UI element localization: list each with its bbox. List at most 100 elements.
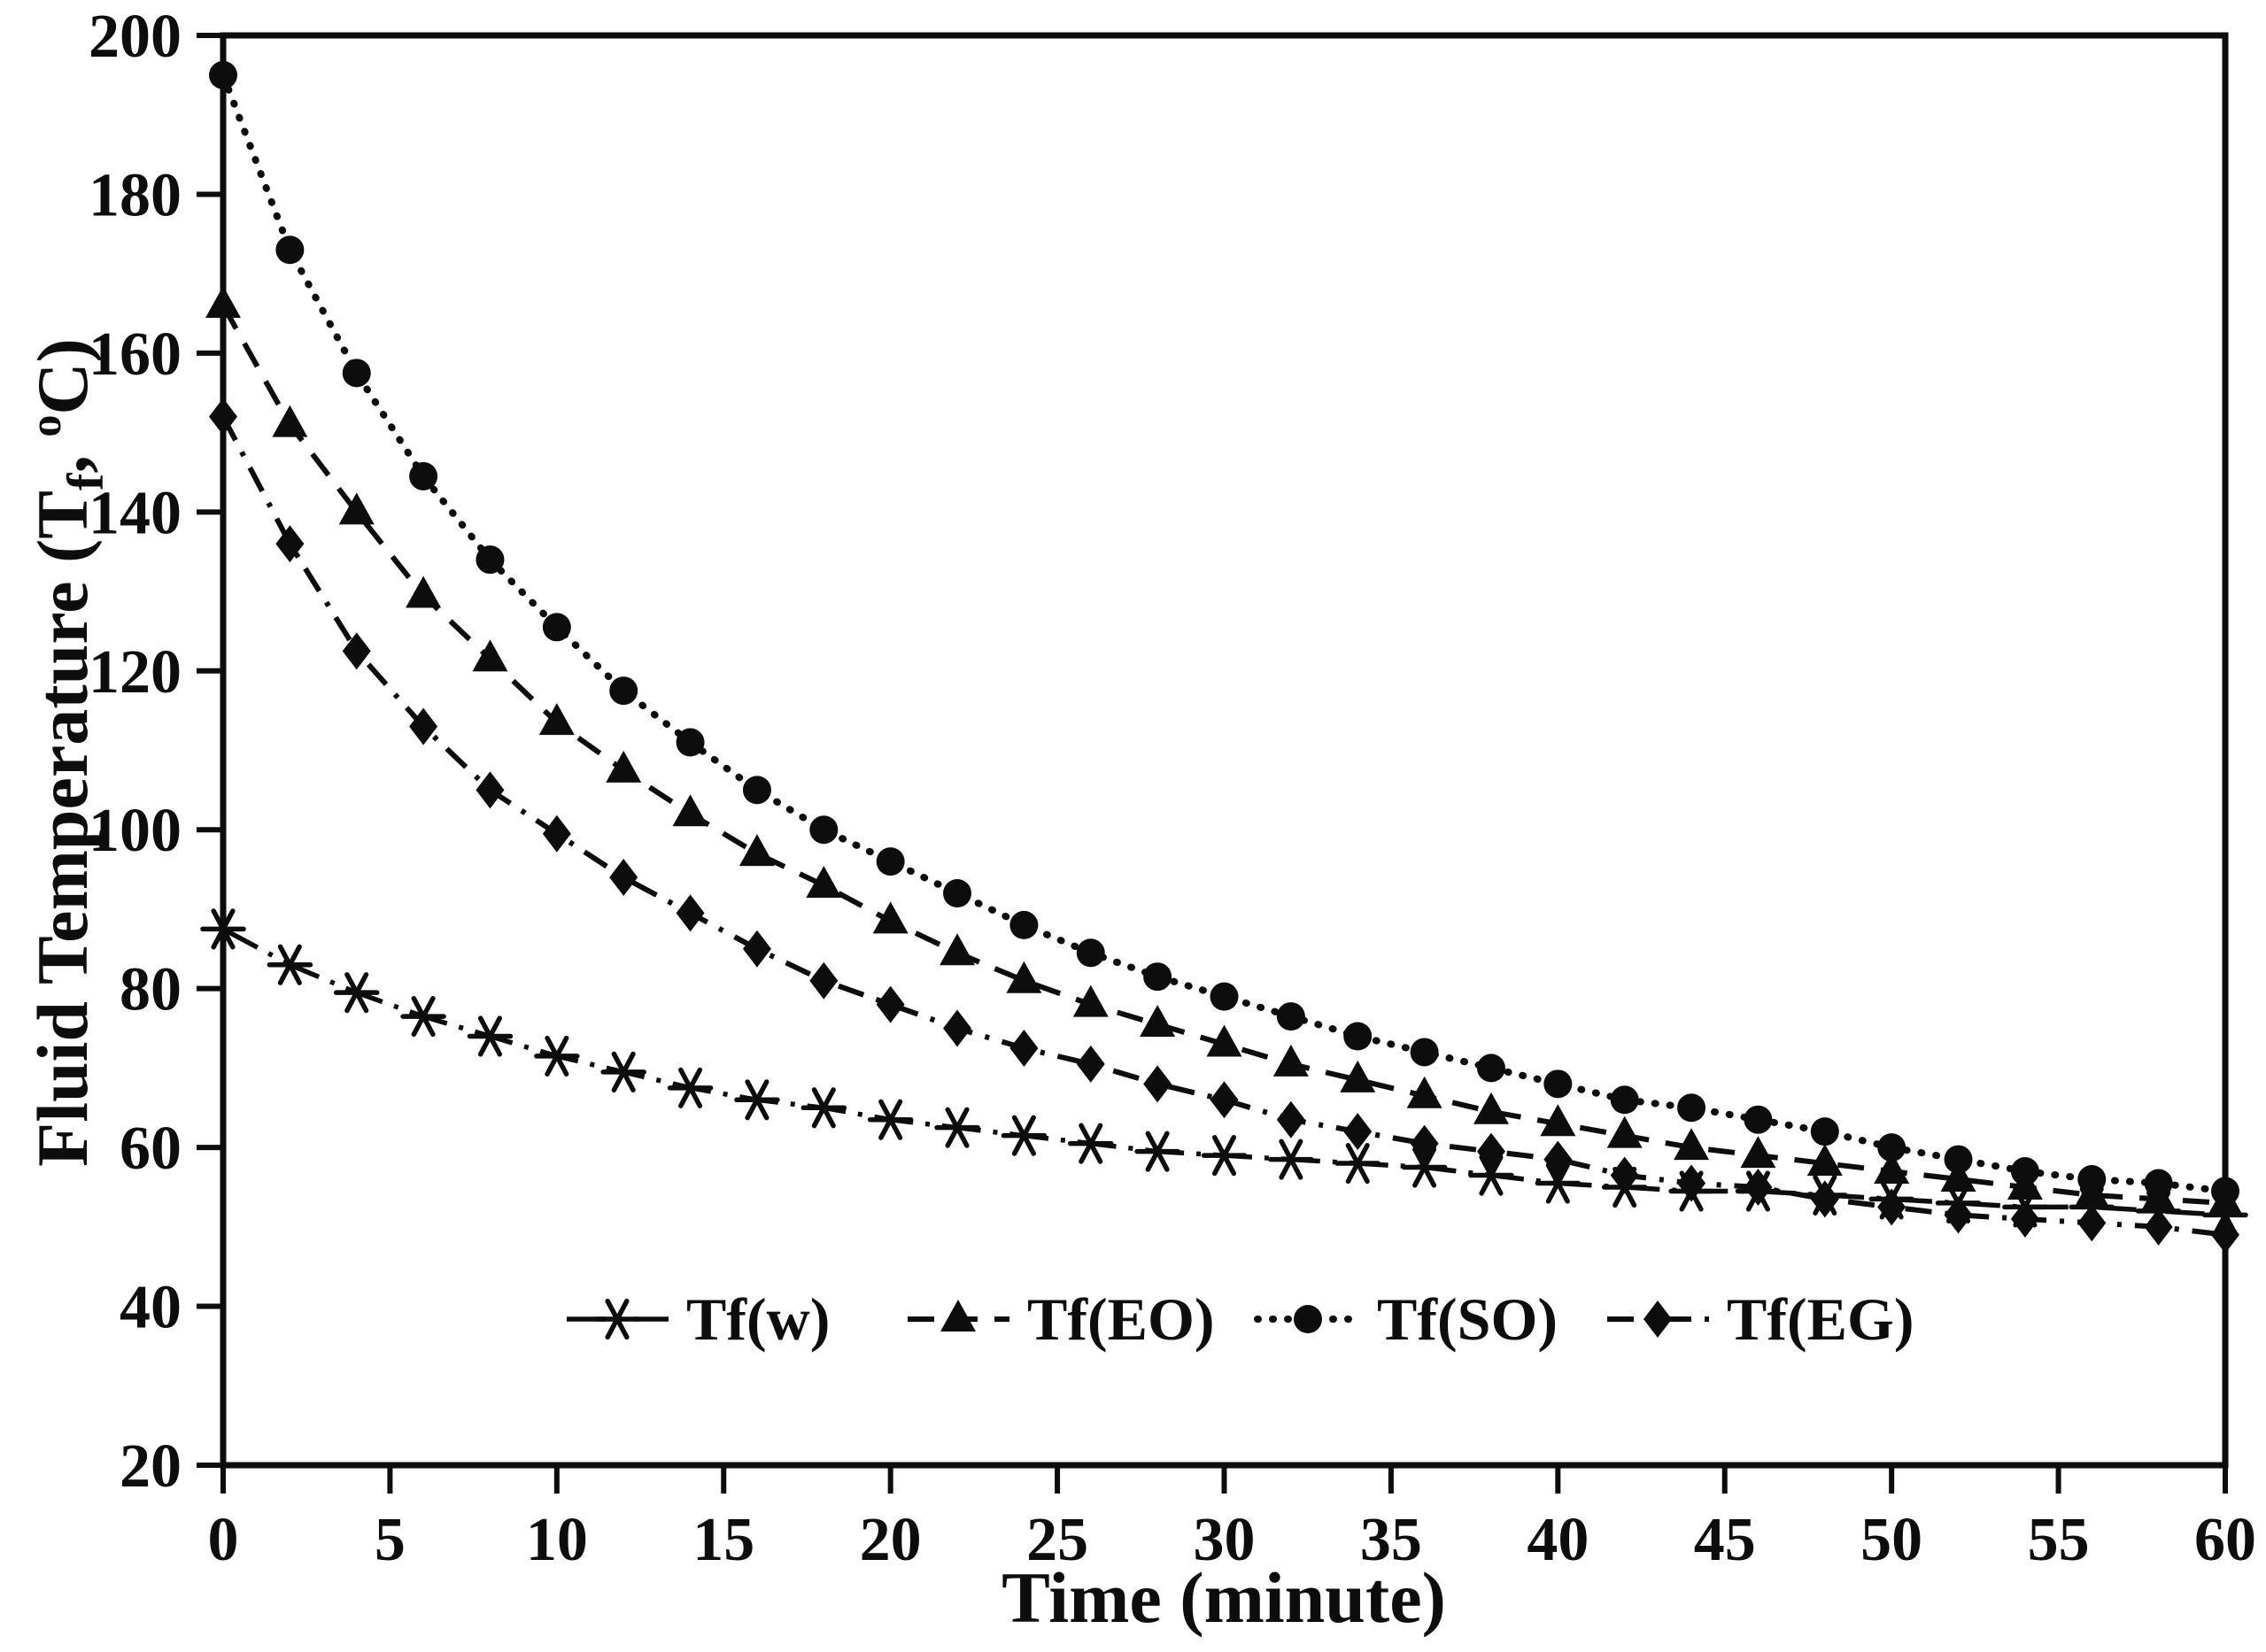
- triangle-marker: [406, 575, 442, 608]
- circle-marker: [1143, 962, 1172, 992]
- circle-marker: [1294, 1305, 1322, 1333]
- legend-label-Tf(EG): Tf(EG): [1727, 1285, 1914, 1353]
- plot-area: 20 40 60 80 100 120 140 160 180 200 0 5 10 15 20 25 30 35…: [89, 3, 2256, 1574]
- y-tick-label: 40: [120, 1274, 182, 1342]
- asterisk-marker: [400, 996, 446, 1038]
- y-tick-label: 140: [89, 479, 182, 547]
- diamond-marker: [1610, 1156, 1639, 1194]
- asterisk-marker: [1334, 1142, 1380, 1185]
- circle-marker: [542, 613, 571, 642]
- asterisk-marker: [734, 1079, 780, 1121]
- circle-marker: [676, 728, 705, 757]
- asterisk-spoke: [1145, 1131, 1170, 1172]
- circle-marker: [2010, 1157, 2039, 1186]
- asterisk-marker: [1535, 1162, 1582, 1204]
- asterisk-spoke: [1545, 1162, 1570, 1204]
- asterisk-marker: [600, 1051, 646, 1092]
- asterisk-marker: [594, 1298, 640, 1340]
- asterisk-spoke: [477, 1015, 503, 1057]
- asterisk-spoke: [1211, 1135, 1237, 1177]
- y-axis-title-part: o: [20, 415, 70, 437]
- x-axis-title: Time (minute): [1002, 1557, 1446, 1638]
- diamond-marker: [2077, 1204, 2107, 1242]
- asterisk-spoke: [878, 1099, 903, 1140]
- y-tick-label: 20: [120, 1432, 182, 1501]
- triangle-marker: [940, 1300, 976, 1332]
- asterisk-marker: [1001, 1115, 1048, 1156]
- circle-marker: [1610, 1085, 1639, 1115]
- circle-marker: [742, 776, 771, 805]
- x-tick-label: 45: [1694, 1506, 1756, 1574]
- diamond-marker: [1810, 1180, 1839, 1218]
- asterisk-marker: [267, 944, 313, 985]
- x-axis: 0 5 10 15 20 25 30 35 40 45 50 55 60: [208, 1465, 2256, 1574]
- diamond-marker: [1210, 1081, 1239, 1119]
- asterisk-spoke: [1479, 1154, 1504, 1196]
- triangle-marker: [739, 834, 775, 867]
- circle-marker: [809, 815, 839, 845]
- x-tick-label: 55: [2028, 1506, 2090, 1574]
- x-tick-label: 15: [692, 1506, 754, 1574]
- triangle-marker: [1540, 1104, 1576, 1137]
- triangle-marker: [272, 405, 308, 437]
- x-tick-label: 10: [526, 1506, 588, 1574]
- asterisk-marker: [1068, 1123, 1114, 1164]
- triangle-marker: [1406, 1076, 1442, 1108]
- asterisk-marker: [934, 1107, 980, 1148]
- circle-marker: [1410, 1038, 1439, 1067]
- diamond-marker: [2144, 1208, 2173, 1246]
- diamond-marker: [2010, 1200, 2039, 1238]
- circle-marker: [1543, 1069, 1573, 1099]
- diamond-marker: [275, 525, 305, 563]
- circle-marker: [609, 676, 638, 706]
- circle-marker: [209, 60, 237, 89]
- y-axis-title-part: C): [22, 338, 103, 415]
- circle-marker: [2077, 1165, 2107, 1193]
- legend-item-Tf(SO): Tf(SO): [1254, 1285, 1558, 1353]
- y-axis-title-part: Fluid Temperature (T: [22, 490, 103, 1167]
- asterisk-spoke: [211, 908, 236, 950]
- circle-marker: [476, 545, 505, 575]
- series-line-Tf(w): [221, 926, 2226, 1218]
- x-tick-label: 40: [1527, 1506, 1589, 1574]
- asterisk-spoke: [611, 1051, 636, 1092]
- asterisk-marker: [1201, 1135, 1248, 1177]
- diamond-marker: [1276, 1100, 1305, 1139]
- asterisk-spoke: [745, 1079, 770, 1121]
- diamond-marker: [943, 1009, 972, 1047]
- legend-label-Tf(w): Tf(w): [686, 1285, 830, 1353]
- x-tick-label: 35: [1360, 1506, 1422, 1574]
- triangle-marker: [1874, 1152, 1910, 1185]
- diamond-marker: [1009, 1029, 1039, 1067]
- diamond-marker: [476, 771, 505, 809]
- legend: Tf(w) Tf(EO) Tf(SO) Tf(EG): [567, 1285, 1914, 1353]
- x-tick-label: 30: [1194, 1506, 1256, 1574]
- triangle-marker: [338, 492, 375, 525]
- asterisk-marker: [1401, 1146, 1448, 1188]
- asterisk-marker: [333, 972, 380, 1014]
- series-line-Tf(SO): [220, 71, 2229, 1195]
- asterisk-spoke: [1011, 1115, 1036, 1156]
- x-tick-label: 5: [375, 1506, 406, 1574]
- circle-marker: [2211, 1177, 2239, 1206]
- circle-marker: [1677, 1093, 1706, 1123]
- circle-marker: [2144, 1169, 2173, 1198]
- triangle-marker: [205, 286, 241, 319]
- asterisk-marker: [534, 1035, 580, 1077]
- diamond-marker: [1677, 1164, 1706, 1202]
- circle-marker: [1076, 938, 1105, 968]
- y-axis-title-part: ,: [22, 437, 103, 474]
- series-markers-Tf(SO): [209, 60, 2239, 1206]
- triangle-marker: [1740, 1136, 1776, 1169]
- legend-label-Tf(SO): Tf(SO): [1377, 1285, 1558, 1353]
- triangle-marker: [940, 933, 976, 966]
- plot-frame: [220, 32, 2229, 1469]
- diamond-marker: [876, 985, 905, 1023]
- series-markers-Tf(w): [200, 908, 2248, 1236]
- circle-marker: [1877, 1133, 1906, 1162]
- triangle-marker: [1674, 1128, 1710, 1161]
- triangle-marker: [1072, 984, 1109, 1017]
- diamond-marker: [1076, 1045, 1105, 1083]
- asterisk-marker: [467, 1015, 514, 1057]
- triangle-marker: [1606, 1115, 1643, 1148]
